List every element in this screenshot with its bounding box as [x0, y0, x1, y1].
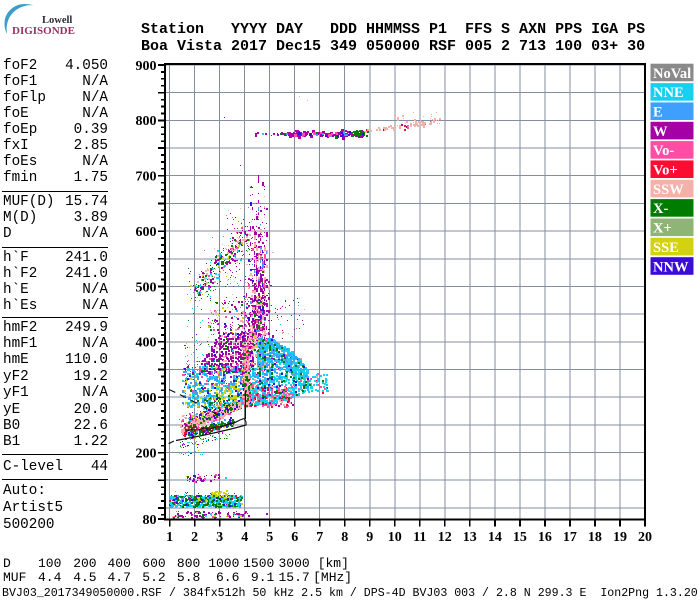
- svg-text:80: 80: [143, 513, 157, 528]
- svg-text:16: 16: [538, 530, 552, 545]
- svg-text:11: 11: [413, 530, 426, 545]
- svg-text:200: 200: [136, 446, 157, 461]
- svg-text:700: 700: [136, 170, 157, 185]
- svg-text:1: 1: [166, 530, 173, 545]
- svg-text:10: 10: [388, 530, 402, 545]
- svg-text:18: 18: [588, 530, 602, 545]
- svg-text:9: 9: [366, 530, 373, 545]
- svg-text:E: E: [653, 105, 663, 121]
- svg-text:X+: X+: [653, 221, 672, 237]
- svg-text:12: 12: [438, 530, 452, 545]
- svg-text:14: 14: [488, 530, 502, 545]
- svg-text:4: 4: [241, 530, 248, 545]
- svg-text:17: 17: [563, 530, 577, 545]
- svg-text:20: 20: [638, 530, 652, 545]
- svg-text:400: 400: [136, 336, 157, 351]
- svg-text:X-: X-: [653, 201, 668, 217]
- svg-text:8: 8: [341, 530, 348, 545]
- svg-text:Vo-: Vo-: [653, 143, 674, 159]
- svg-text:SSE: SSE: [653, 240, 679, 256]
- svg-text:300: 300: [136, 391, 157, 406]
- svg-text:19: 19: [613, 530, 627, 545]
- svg-text:2: 2: [191, 530, 198, 545]
- svg-text:3: 3: [216, 530, 223, 545]
- svg-text:NNW: NNW: [653, 259, 689, 275]
- svg-text:800: 800: [136, 114, 157, 129]
- svg-text:SSW: SSW: [653, 182, 684, 198]
- svg-text:5: 5: [266, 530, 273, 545]
- svg-text:6: 6: [291, 530, 298, 545]
- svg-text:W: W: [653, 124, 668, 140]
- svg-text:13: 13: [463, 530, 477, 545]
- svg-text:15: 15: [513, 530, 527, 545]
- svg-text:Vo+: Vo+: [653, 163, 678, 179]
- svg-text:600: 600: [136, 225, 157, 240]
- svg-text:900: 900: [136, 59, 157, 74]
- svg-text:500: 500: [136, 280, 157, 295]
- svg-text:NNE: NNE: [653, 85, 684, 101]
- svg-text:7: 7: [316, 530, 323, 545]
- svg-text:NoVal: NoVal: [653, 66, 691, 82]
